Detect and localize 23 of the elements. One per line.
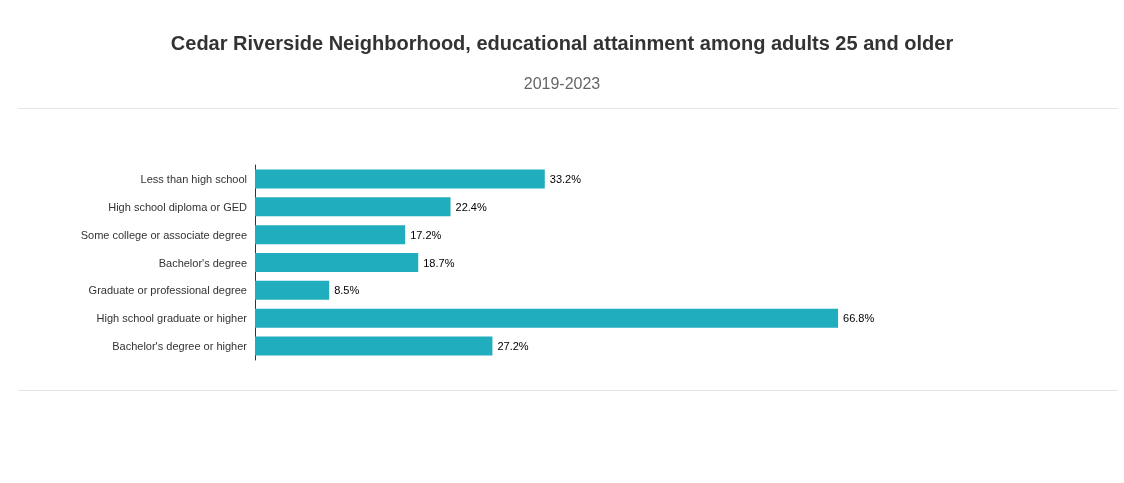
data-label: 66.8% <box>843 312 875 325</box>
bar <box>255 308 839 328</box>
y-tick-label: High school diploma or GED <box>108 200 248 213</box>
y-tick-label: Bachelor's degree <box>158 256 247 269</box>
data-label: 17.2% <box>410 228 442 241</box>
data-label: 18.7% <box>423 256 455 269</box>
bar <box>255 280 330 300</box>
chart-title: Cedar Riverside Neighborhood, educational attainment among adults 25 and older <box>170 32 954 54</box>
bar <box>255 225 406 245</box>
data-label: 33.2% <box>549 172 582 185</box>
data-label: 27.2% <box>497 340 529 353</box>
chart-subtitle: 2019-2023 <box>523 74 601 92</box>
bar <box>255 197 451 217</box>
y-tick-label: Some college or associate degree <box>80 228 247 241</box>
bar <box>255 169 545 189</box>
y-tick-label: High school graduate or higher <box>96 312 248 325</box>
data-label: 22.4% <box>455 200 487 213</box>
y-tick-label: Graduate or professional degree <box>88 284 247 297</box>
bar <box>255 336 493 356</box>
data-label: 8.5% <box>334 284 360 297</box>
y-tick-label: Less than high school <box>140 172 247 185</box>
bar <box>255 253 419 272</box>
y-tick-label: Bachelor's degree or higher <box>112 340 248 353</box>
